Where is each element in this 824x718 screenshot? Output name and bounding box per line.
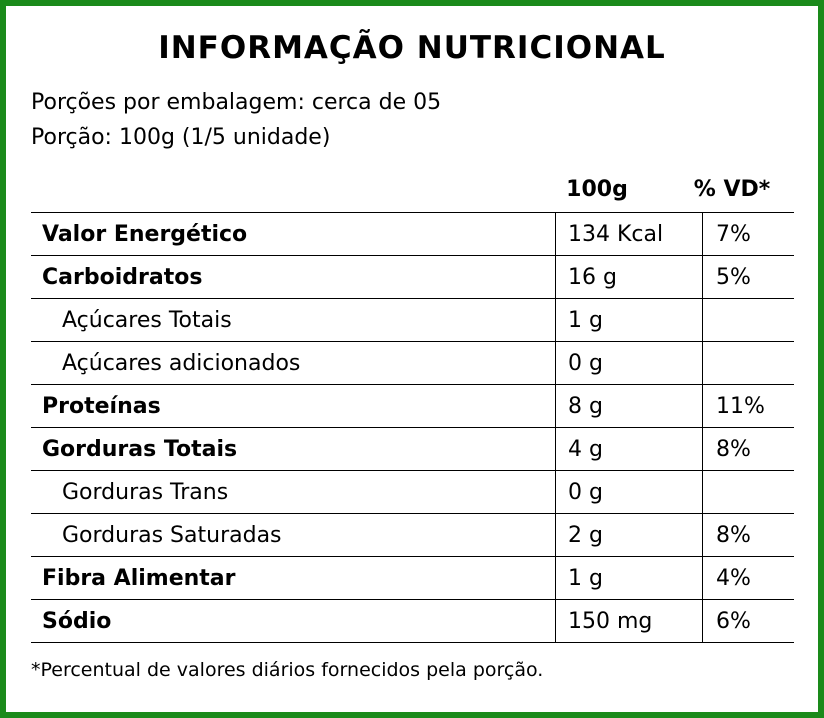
nutrient-daily-value: 8% bbox=[702, 513, 794, 557]
nutrient-amount: 134 Kcal bbox=[555, 212, 703, 256]
nutrient-amount: 8 g bbox=[555, 384, 703, 428]
nutrient-amount: 4 g bbox=[555, 427, 703, 471]
nutrient-amount: 150 mg bbox=[555, 599, 703, 643]
table-row: Gorduras Totais 4 g 8% bbox=[31, 427, 794, 471]
table-row: Açúcares Totais 1 g bbox=[31, 298, 794, 342]
nutrient-name: Carboidratos bbox=[31, 255, 556, 299]
nutrient-name: Gorduras Trans bbox=[31, 470, 556, 514]
nutrition-table: Valor Energético 134 Kcal 7% Carboidratos 16… bbox=[31, 212, 794, 643]
nutrient-daily-value: 7% bbox=[702, 212, 794, 256]
servings-per-package: Porções por embalagem: cerca de 05 bbox=[31, 90, 442, 115]
nutrient-daily-value: 11% bbox=[702, 384, 794, 428]
nutrient-name: Proteínas bbox=[31, 384, 556, 428]
column-header-dv: % VD* bbox=[693, 177, 771, 202]
nutrient-daily-value bbox=[702, 470, 794, 514]
nutrient-amount: 16 g bbox=[555, 255, 703, 299]
nutrient-name: Valor Energético bbox=[31, 212, 556, 256]
nutrient-amount: 0 g bbox=[555, 470, 703, 514]
column-header-amount: 100g bbox=[566, 177, 628, 202]
nutrient-daily-value: 5% bbox=[702, 255, 794, 299]
nutrient-name: Sódio bbox=[31, 599, 556, 643]
nutrient-daily-value bbox=[702, 298, 794, 342]
table-row: Carboidratos 16 g 5% bbox=[31, 255, 794, 299]
nutrient-amount: 2 g bbox=[555, 513, 703, 557]
table-row: Gorduras Saturadas 2 g 8% bbox=[31, 513, 794, 557]
nutrient-amount: 1 g bbox=[555, 298, 703, 342]
table-row: Fibra Alimentar 1 g 4% bbox=[31, 556, 794, 600]
nutrient-name: Açúcares Totais bbox=[31, 298, 556, 342]
nutrient-daily-value: 4% bbox=[702, 556, 794, 600]
nutrient-name: Gorduras Totais bbox=[31, 427, 556, 471]
nutrient-daily-value bbox=[702, 341, 794, 385]
nutrient-name: Fibra Alimentar bbox=[31, 556, 556, 600]
label-title: INFORMAÇÃO NUTRICIONAL bbox=[158, 30, 666, 66]
nutrient-daily-value: 8% bbox=[702, 427, 794, 471]
table-row: Proteínas 8 g 11% bbox=[31, 384, 794, 428]
nutrient-name: Açúcares adicionados bbox=[31, 341, 556, 385]
footnote: *Percentual de valores diários fornecido… bbox=[31, 659, 544, 681]
table-row: Sódio 150 mg 6% bbox=[31, 599, 794, 643]
nutrient-amount: 0 g bbox=[555, 341, 703, 385]
nutrient-amount: 1 g bbox=[555, 556, 703, 600]
table-row: Valor Energético 134 Kcal 7% bbox=[31, 212, 794, 256]
table-row: Gorduras Trans 0 g bbox=[31, 470, 794, 514]
nutrient-daily-value: 6% bbox=[702, 599, 794, 643]
serving-size: Porção: 100g (1/5 unidade) bbox=[31, 125, 331, 150]
table-row: Açúcares adicionados 0 g bbox=[31, 341, 794, 385]
nutrient-name: Gorduras Saturadas bbox=[31, 513, 556, 557]
